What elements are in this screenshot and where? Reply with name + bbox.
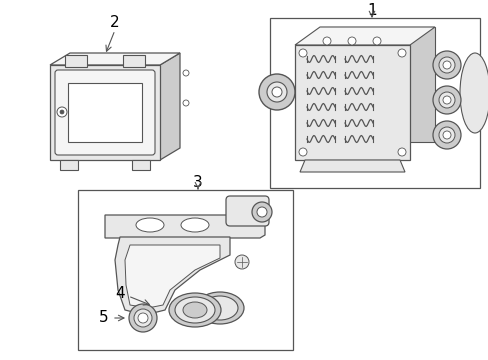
Ellipse shape xyxy=(181,218,208,232)
Text: 1: 1 xyxy=(366,3,376,18)
Bar xyxy=(123,55,145,67)
Circle shape xyxy=(251,202,271,222)
Bar xyxy=(65,55,87,67)
Polygon shape xyxy=(299,160,404,172)
Circle shape xyxy=(60,110,64,114)
Circle shape xyxy=(438,92,454,108)
Polygon shape xyxy=(294,27,434,45)
Circle shape xyxy=(432,121,460,149)
Circle shape xyxy=(442,131,450,139)
Circle shape xyxy=(257,207,266,217)
Bar xyxy=(68,83,142,142)
Circle shape xyxy=(183,70,189,76)
Polygon shape xyxy=(115,237,229,315)
Text: 2: 2 xyxy=(110,14,120,30)
Circle shape xyxy=(323,37,330,45)
Bar xyxy=(294,45,409,160)
Bar xyxy=(132,160,150,170)
Circle shape xyxy=(432,51,460,79)
Circle shape xyxy=(442,96,450,104)
Bar xyxy=(50,65,160,160)
Polygon shape xyxy=(319,27,434,142)
FancyBboxPatch shape xyxy=(55,70,155,155)
Bar xyxy=(60,160,78,170)
Bar xyxy=(78,190,292,350)
Circle shape xyxy=(347,37,355,45)
Circle shape xyxy=(397,49,405,57)
Bar xyxy=(269,18,479,188)
Text: 4: 4 xyxy=(115,285,124,301)
Ellipse shape xyxy=(202,296,238,320)
Circle shape xyxy=(397,148,405,156)
Text: 3: 3 xyxy=(193,175,203,189)
Circle shape xyxy=(138,313,148,323)
Circle shape xyxy=(259,74,294,110)
Circle shape xyxy=(298,49,306,57)
Polygon shape xyxy=(160,53,180,160)
FancyBboxPatch shape xyxy=(225,196,268,226)
Circle shape xyxy=(271,87,282,97)
Circle shape xyxy=(372,37,380,45)
Circle shape xyxy=(298,148,306,156)
Circle shape xyxy=(57,107,67,117)
Ellipse shape xyxy=(175,297,215,323)
Circle shape xyxy=(235,255,248,269)
Ellipse shape xyxy=(196,292,244,324)
Circle shape xyxy=(438,57,454,73)
Circle shape xyxy=(266,82,286,102)
Circle shape xyxy=(432,86,460,114)
Ellipse shape xyxy=(136,218,163,232)
Polygon shape xyxy=(50,53,180,65)
Circle shape xyxy=(183,100,189,106)
Ellipse shape xyxy=(169,293,221,327)
Ellipse shape xyxy=(183,302,206,318)
Text: 5: 5 xyxy=(99,310,109,325)
Circle shape xyxy=(442,61,450,69)
Circle shape xyxy=(438,127,454,143)
Ellipse shape xyxy=(459,53,488,133)
Polygon shape xyxy=(105,210,264,238)
Circle shape xyxy=(129,304,157,332)
Circle shape xyxy=(134,309,152,327)
Polygon shape xyxy=(125,245,220,308)
